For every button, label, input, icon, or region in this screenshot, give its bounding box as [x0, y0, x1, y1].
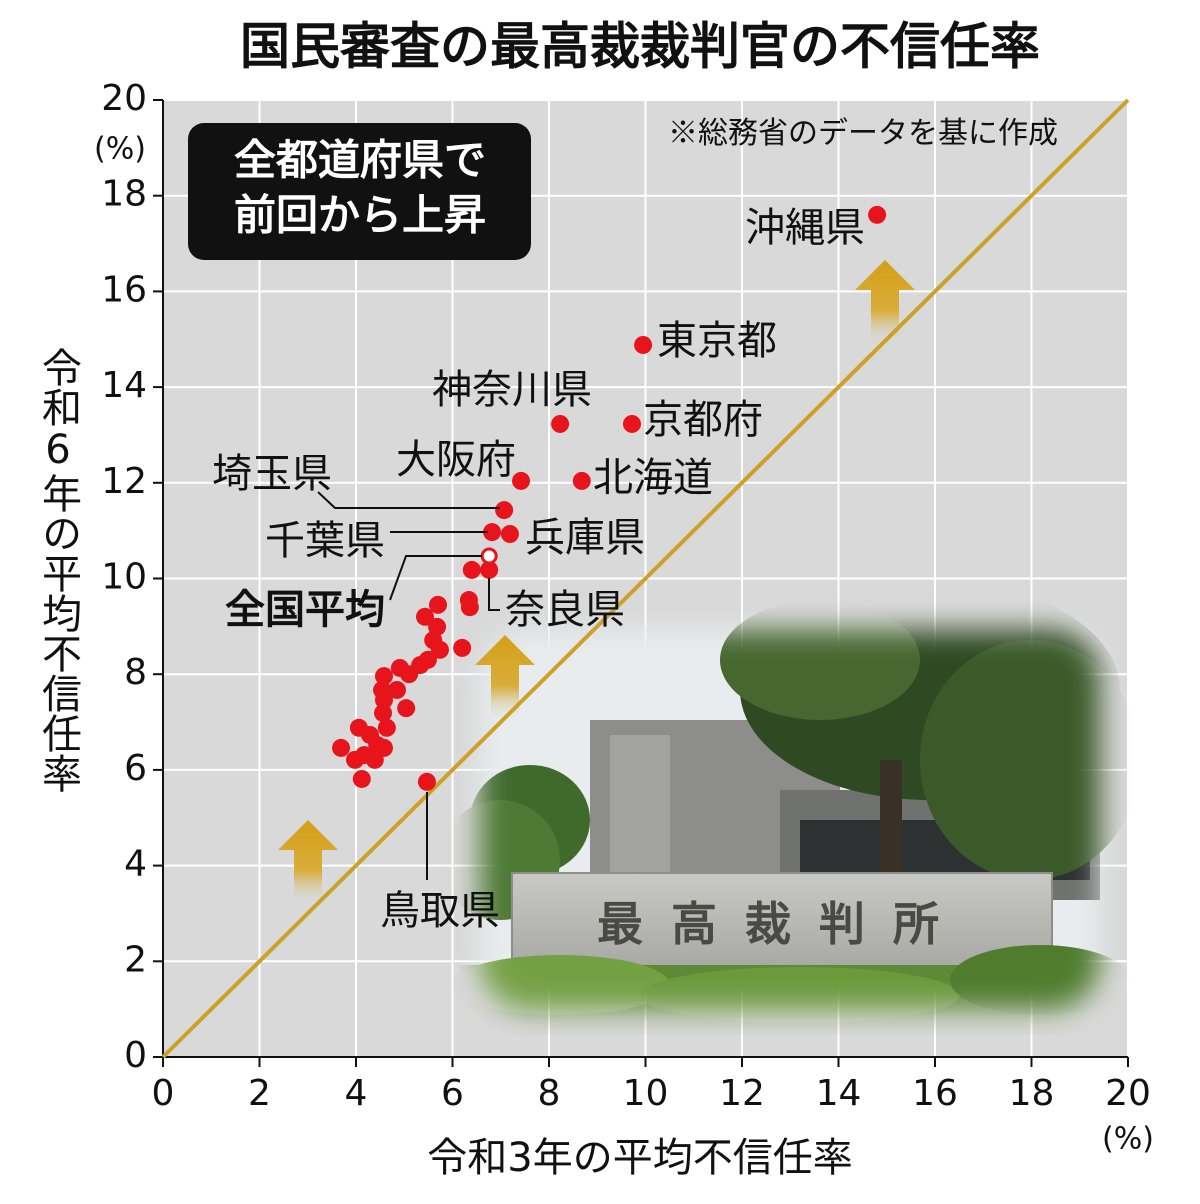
badge-line: 全都道府県で	[234, 136, 486, 185]
data-point	[365, 750, 384, 769]
leader-line	[317, 491, 500, 509]
data-point	[634, 335, 653, 354]
data-point	[352, 769, 371, 788]
data-point	[460, 598, 479, 617]
leader-line	[389, 555, 482, 601]
photo: 最高裁判所	[440, 580, 1140, 1035]
y-unit: (%)	[94, 132, 146, 167]
point-label: 兵庫県	[525, 515, 645, 561]
data-point	[374, 667, 393, 686]
diagonal-line	[161, 98, 1130, 1059]
data-point	[332, 738, 351, 757]
x-tick-label: 20	[1105, 1073, 1151, 1114]
data-point	[868, 205, 887, 224]
data-point	[483, 523, 502, 542]
point-label: 北海道	[593, 455, 713, 501]
data-point	[495, 501, 514, 520]
marks: 0 2 4 6 8 10 12 14 16 18 20 0 2 4 6 8 10 12 14 16 18 20 沖縄県東京都…	[101, 78, 1151, 1114]
y-axis-label: 令和6年の平均不信任率	[35, 347, 82, 793]
data-point	[480, 560, 499, 579]
x-unit: (%)	[1102, 1122, 1154, 1157]
data-point	[374, 703, 393, 722]
x-tick-label: 0	[152, 1073, 175, 1114]
leader-line	[488, 578, 500, 611]
point-label: 全国平均	[225, 587, 385, 633]
x-tick-label: 16	[912, 1073, 958, 1114]
data-point	[346, 750, 365, 769]
y-tick-label: 6	[124, 748, 147, 789]
badge-line: 前回から上昇	[234, 191, 486, 240]
y-tick-label: 10	[101, 557, 147, 598]
x-tick-label: 14	[816, 1073, 862, 1114]
data-point	[411, 656, 430, 675]
badge	[188, 123, 531, 260]
y-tick-label: 12	[101, 461, 147, 502]
x-tick-label: 4	[345, 1073, 368, 1114]
chart-title: 国民審査の最高裁裁判官の不信任率	[240, 18, 1040, 76]
data-point	[397, 699, 416, 718]
up-arrow	[475, 635, 535, 720]
point-label: 京都府	[643, 397, 763, 443]
data-point	[572, 471, 591, 490]
x-tick-label: 10	[623, 1073, 669, 1114]
data-point	[377, 718, 396, 737]
data-point	[500, 524, 519, 543]
data-point	[374, 691, 393, 710]
x-tick-label: 2	[248, 1073, 271, 1114]
data-point	[417, 772, 436, 791]
y-tick-label: 14	[101, 365, 147, 406]
point-label: 千葉県	[265, 518, 385, 564]
x-axis-label: 令和3年の平均不信任率	[427, 1135, 852, 1181]
y-tick-label: 4	[124, 844, 147, 885]
data-point	[429, 595, 448, 614]
point-label: 埼玉県	[212, 451, 332, 497]
data-point	[453, 638, 472, 657]
data-point	[512, 471, 531, 490]
photo-text: 最高裁判所	[597, 897, 967, 951]
point-label: 奈良県	[505, 587, 625, 633]
y-tick-label: 2	[124, 939, 147, 980]
x-tick-label: 8	[538, 1073, 561, 1114]
point-label: 大阪府	[396, 437, 516, 483]
up-arrow	[855, 260, 915, 345]
point-label: 東京都	[657, 318, 777, 364]
y-tick-label: 18	[101, 174, 147, 215]
data-point	[462, 560, 481, 579]
point-label: 神奈川県	[432, 367, 592, 413]
y-tick-label: 8	[124, 652, 147, 693]
y-tick-label: 16	[101, 269, 147, 310]
source-note: ※総務省のデータを基に作成	[668, 116, 1058, 151]
y-tick-label: 0	[124, 1035, 147, 1076]
x-tick-label: 6	[441, 1073, 464, 1114]
data-point	[480, 547, 498, 565]
y-tick-label: 20	[101, 78, 147, 119]
up-arrow	[278, 820, 338, 905]
x-tick-label: 18	[1009, 1073, 1055, 1114]
x-tick-label: 12	[719, 1073, 765, 1114]
data-point	[388, 680, 407, 699]
data-point	[622, 414, 641, 433]
point-label: 鳥取県	[380, 888, 500, 934]
data-point	[551, 414, 570, 433]
data-point	[430, 640, 449, 659]
point-label: 沖縄県	[745, 205, 865, 251]
data-point	[415, 607, 434, 626]
